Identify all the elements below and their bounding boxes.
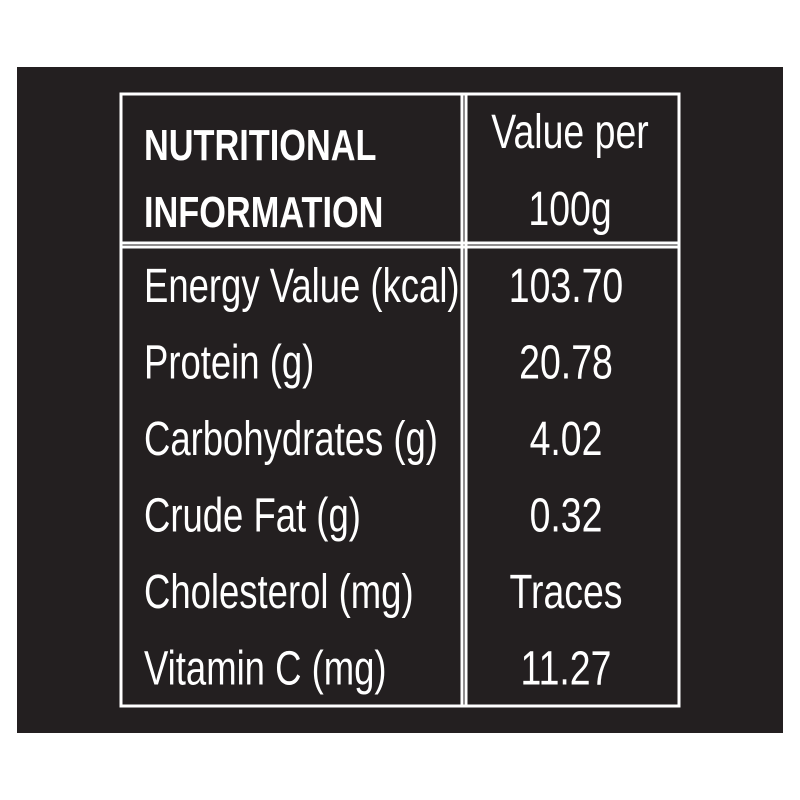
nutrient-name: Energy Value (kcal) [144,259,460,313]
header-label: INFORMATION [144,188,383,237]
nutrient-value: 103.70 [509,260,623,314]
nutrient-value: 4.02 [530,413,603,467]
nutrient-name: Crude Fat (g) [144,489,361,543]
nutrient-name: Carbohydrates (g) [144,412,438,466]
nutrient-value: Traces [509,566,622,620]
header-label: Value per [491,106,648,160]
panel [17,67,783,733]
nutrient-value: 11.27 [521,642,612,696]
nutrient-name: Vitamin C (mg) [144,642,387,696]
nutrient-name: Protein (g) [144,336,314,390]
header-label: 100g [528,183,611,237]
header-label: NUTRITIONAL [144,121,376,170]
nutrient-value: 20.78 [519,336,613,390]
nutrient-name: Cholesterol (mg) [144,565,414,619]
nutrient-value: 0.32 [530,489,603,543]
table-border [119,92,681,708]
